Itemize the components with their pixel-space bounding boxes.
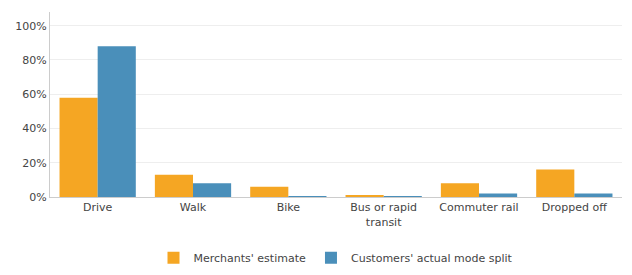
svg-text:Drive: Drive	[83, 201, 113, 214]
svg-text:Commuter rail: Commuter rail	[439, 201, 518, 214]
svg-text:60%: 60%	[22, 88, 46, 101]
svg-text:Merchants' estimate: Merchants' estimate	[194, 252, 306, 265]
svg-text:0%: 0%	[29, 191, 46, 204]
svg-text:Customers' actual mode split: Customers' actual mode split	[351, 252, 513, 265]
svg-text:100%: 100%	[15, 20, 46, 33]
svg-text:20%: 20%	[22, 157, 46, 170]
svg-text:Dropped off: Dropped off	[542, 201, 607, 214]
svg-text:80%: 80%	[22, 54, 46, 67]
svg-text:Bike: Bike	[277, 201, 301, 214]
svg-text:Walk: Walk	[180, 201, 207, 214]
svg-text:Bus or rapidtransit: Bus or rapidtransit	[350, 201, 417, 228]
svg-text:40%: 40%	[22, 122, 46, 135]
